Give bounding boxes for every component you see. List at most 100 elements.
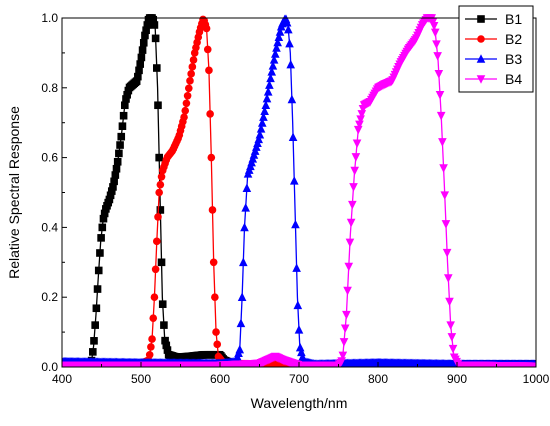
data-point-B2 [188, 63, 197, 71]
y-tick-label: 0.4 [41, 220, 58, 234]
data-point-B1 [97, 234, 105, 242]
data-point-B2 [149, 314, 158, 322]
data-point-B4 [342, 310, 351, 320]
data-point-B3 [239, 257, 248, 267]
legend-marker-B3 [476, 54, 486, 63]
x-tick-label: 900 [447, 372, 467, 386]
data-point-B2 [181, 106, 190, 115]
data-point-B1 [161, 336, 169, 345]
data-point-B4 [447, 333, 457, 342]
data-point-B3 [292, 263, 301, 272]
data-point-B1 [90, 337, 98, 345]
data-point-B1 [93, 285, 102, 293]
data-point-B3 [256, 124, 266, 133]
data-point-B2 [147, 343, 155, 351]
y-axis-title: Relative Spectral Response [6, 106, 22, 279]
data-point-B2 [205, 66, 213, 75]
data-point-B1 [151, 34, 160, 43]
data-point-B3 [242, 183, 252, 192]
data-point-B2 [148, 335, 156, 343]
data-point-B1 [110, 177, 118, 186]
legend-label-B3: B3 [505, 51, 522, 67]
data-point-B1 [134, 72, 142, 81]
legend-label-B2: B2 [505, 31, 522, 47]
data-point-B4 [344, 262, 354, 272]
data-point-B1 [113, 157, 122, 166]
data-point-B2 [184, 84, 193, 93]
data-point-B2 [202, 24, 211, 33]
data-point-B1 [157, 258, 166, 267]
x-tick-label: 1000 [523, 372, 550, 386]
legend: B1 B2 B3 B4 [458, 5, 534, 93]
data-point-B1 [109, 183, 117, 191]
data-point-B2 [153, 237, 161, 246]
data-point-B4 [444, 274, 453, 283]
data-point-B3 [236, 318, 246, 328]
data-point-B2 [213, 340, 222, 349]
data-point-B1 [98, 223, 107, 232]
data-point-B3 [285, 38, 294, 48]
x-tick-label: 700 [289, 372, 309, 386]
data-point-B2 [208, 206, 217, 214]
data-point-B4 [351, 153, 361, 162]
data-point-B4 [440, 191, 450, 200]
x-tick-label: 400 [52, 372, 72, 386]
data-point-B3 [297, 347, 306, 357]
data-point-B4 [432, 40, 441, 49]
data-point-B1 [100, 209, 109, 218]
data-point-B2 [155, 188, 163, 197]
data-point-B1 [106, 191, 115, 200]
data-point-B2 [154, 213, 162, 221]
data-point-B4 [439, 164, 448, 173]
data-point-B3 [273, 37, 282, 47]
data-point-B1 [96, 249, 104, 257]
data-point-B1 [160, 321, 168, 329]
data-point-B3 [294, 324, 304, 334]
data-point-B3 [240, 222, 249, 232]
data-point-B3 [260, 106, 269, 115]
data-point-B2 [207, 153, 216, 162]
data-point-B1 [94, 266, 103, 275]
data-point-B2 [203, 45, 212, 54]
data-point-B2 [157, 172, 166, 181]
data-point-B4 [349, 183, 358, 192]
data-point-B4 [429, 22, 439, 31]
data-point-B1 [141, 31, 149, 40]
legend-box [458, 5, 534, 93]
data-point-B3 [287, 94, 297, 104]
data-point-B4 [348, 200, 357, 210]
data-point-B4 [353, 125, 363, 135]
data-point-B4 [337, 357, 346, 366]
data-point-B1 [121, 101, 129, 110]
data-point-B4 [435, 90, 445, 100]
data-point-B3 [266, 73, 275, 83]
legend-marker-B2 [477, 35, 485, 43]
data-point-B3 [293, 300, 303, 310]
y-axis: 0.0 0.2 0.4 0.6 0.8 1.0 [41, 11, 67, 374]
data-point-B4 [531, 362, 536, 367]
data-point-B4 [339, 338, 349, 347]
data-point-B2 [186, 77, 194, 85]
data-point-B3 [268, 61, 278, 70]
data-point-B1 [138, 46, 147, 54]
data-point-B1 [111, 171, 120, 179]
data-point-B3 [262, 93, 272, 103]
data-point-B3 [282, 17, 292, 27]
data-point-B3 [271, 49, 280, 58]
data-point-B3 [235, 344, 245, 354]
legend-label-B1: B1 [505, 11, 522, 27]
data-point-B1 [136, 60, 145, 68]
data-point-B4 [343, 286, 352, 296]
x-axis-title: Wavelength/nm [251, 395, 348, 411]
data-point-B1 [149, 15, 158, 24]
data-point-B1 [118, 122, 127, 130]
data-point-B4 [433, 52, 442, 61]
data-point-B1 [99, 214, 108, 223]
data-point-B2 [211, 293, 219, 302]
data-point-B1 [122, 95, 130, 103]
data-point-B1 [117, 132, 126, 141]
data-point-B4 [441, 220, 451, 229]
legend-marker-B1 [477, 15, 485, 23]
data-point-B2 [182, 99, 191, 108]
